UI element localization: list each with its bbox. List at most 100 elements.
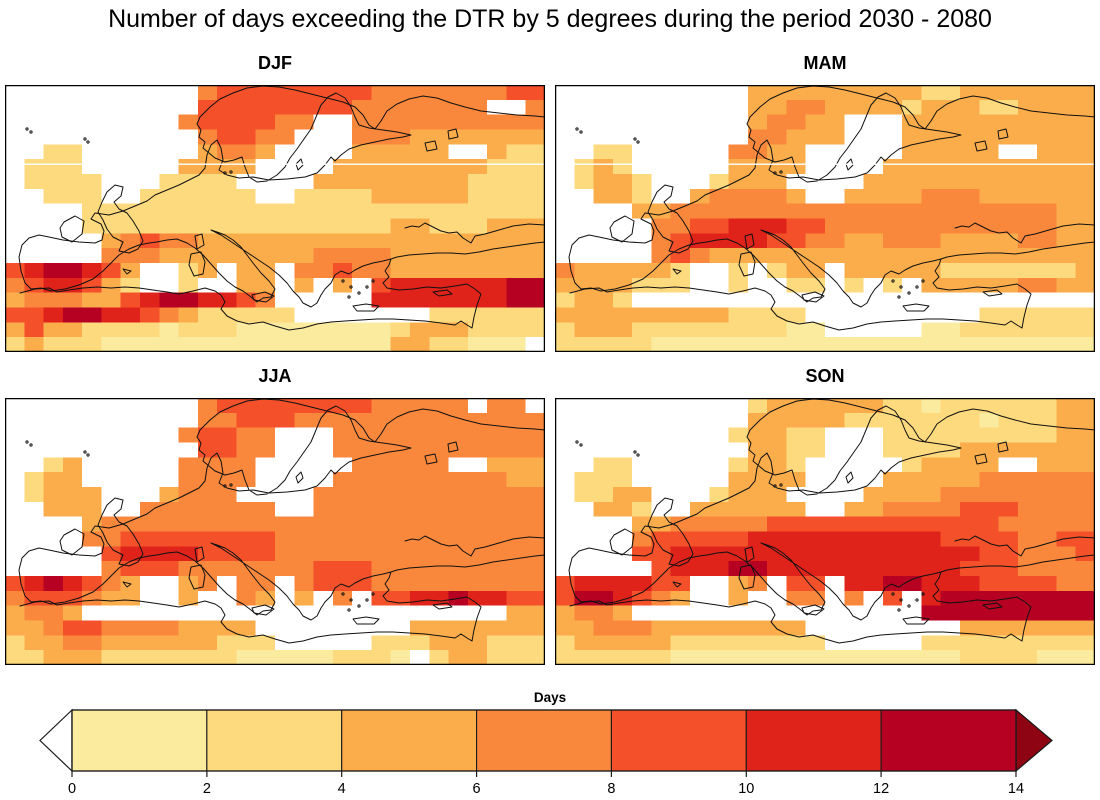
heat-cell <box>1017 576 1038 592</box>
heat-cell <box>979 85 999 101</box>
heat-cell <box>197 85 218 101</box>
heat-cell <box>236 427 257 443</box>
heat-cell <box>467 472 488 488</box>
heat-cell <box>332 248 353 264</box>
heat-cell <box>921 412 942 429</box>
heat-cell <box>236 85 257 101</box>
heat-cell <box>236 561 257 577</box>
heat-cell <box>390 114 411 130</box>
heat-cell <box>1037 144 1057 160</box>
heat-cell <box>294 203 314 219</box>
heat-cell <box>805 501 826 518</box>
heat-cell <box>506 129 527 145</box>
heat-cell <box>62 605 83 621</box>
heat-cell <box>178 233 199 249</box>
heat-cell <box>593 159 614 175</box>
heat-cell <box>217 307 237 323</box>
heat-cell <box>255 337 276 352</box>
heat-cell <box>506 218 527 234</box>
heat-cell <box>275 576 295 592</box>
heat-cell <box>332 188 353 205</box>
heat-cell <box>140 99 160 116</box>
heat-cell <box>882 174 903 190</box>
heat-cell <box>82 203 102 219</box>
heat-cell <box>236 233 257 249</box>
heat-cell <box>120 144 141 160</box>
heat-cell <box>448 487 469 503</box>
heat-cell <box>825 277 845 294</box>
heat-cell <box>197 129 218 145</box>
heat-cell <box>632 248 652 264</box>
heat-cell <box>390 576 411 592</box>
heat-cell <box>863 307 884 323</box>
heat-cell <box>593 605 614 621</box>
heat-cell <box>555 605 575 621</box>
heat-cell <box>429 501 449 518</box>
heat-cell <box>197 531 218 547</box>
heat-cell <box>728 114 749 130</box>
heat-cell <box>197 292 218 308</box>
heat-cell <box>487 159 507 175</box>
heat-cell <box>506 427 527 443</box>
heat-cell <box>690 635 710 651</box>
heat-cell <box>1017 218 1038 234</box>
heat-cell <box>1075 620 1095 636</box>
heat-cell <box>410 248 430 264</box>
heat-cell <box>882 487 903 503</box>
heat-cell <box>178 85 199 101</box>
heat-cell <box>217 546 237 562</box>
heat-cell <box>1017 248 1038 264</box>
heat-cell <box>940 233 961 249</box>
panel-title-son: SON <box>805 366 845 386</box>
heat-cell <box>593 620 614 636</box>
heat-cell <box>593 561 614 577</box>
heat-cell <box>651 635 672 651</box>
heat-cell <box>979 635 999 651</box>
heat-cell <box>429 650 449 665</box>
heat-cell <box>690 114 710 130</box>
heat-cell <box>902 472 922 488</box>
heat-cell <box>101 307 122 323</box>
heat-cell <box>217 398 237 414</box>
heat-cell <box>120 159 141 175</box>
heat-cell <box>120 188 141 205</box>
heat-cell <box>313 620 334 636</box>
heat-cell <box>902 337 922 352</box>
heat-cell <box>825 590 845 607</box>
heat-cell <box>574 561 594 577</box>
heat-cell <box>62 576 83 592</box>
heat-cell <box>467 263 488 279</box>
heat-cell <box>690 412 710 429</box>
heat-cell <box>5 307 25 323</box>
heat-cell <box>902 322 922 338</box>
heat-cell <box>728 159 749 175</box>
heat-cell <box>236 531 257 547</box>
heat-cell <box>313 233 334 249</box>
heat-cell <box>24 442 44 458</box>
heat-cell <box>159 218 179 234</box>
heat-cell <box>101 472 122 488</box>
heat-cell <box>690 159 710 175</box>
heat-cell <box>863 516 884 532</box>
heat-cell <box>1075 307 1095 323</box>
heat-cell <box>728 516 749 532</box>
heat-cell <box>747 218 768 234</box>
heat-cell <box>574 546 594 562</box>
heat-cell <box>1075 427 1095 443</box>
heat-cell <box>940 561 961 577</box>
heat-cell <box>1037 605 1057 621</box>
heat-cell <box>1056 427 1077 443</box>
heat-cell <box>998 233 1019 249</box>
heat-cell <box>632 218 652 234</box>
heat-cell <box>632 442 652 458</box>
heat-cell <box>612 501 633 518</box>
heat-cell <box>24 174 44 190</box>
heat-cell <box>1037 188 1057 205</box>
heat-cell <box>1037 337 1057 352</box>
heat-cell <box>767 337 787 352</box>
heat-cell <box>728 277 749 294</box>
heat-cell <box>574 398 594 414</box>
heat-cell <box>1056 457 1077 473</box>
panel-border <box>555 398 1095 665</box>
heat-cell <box>632 398 652 414</box>
